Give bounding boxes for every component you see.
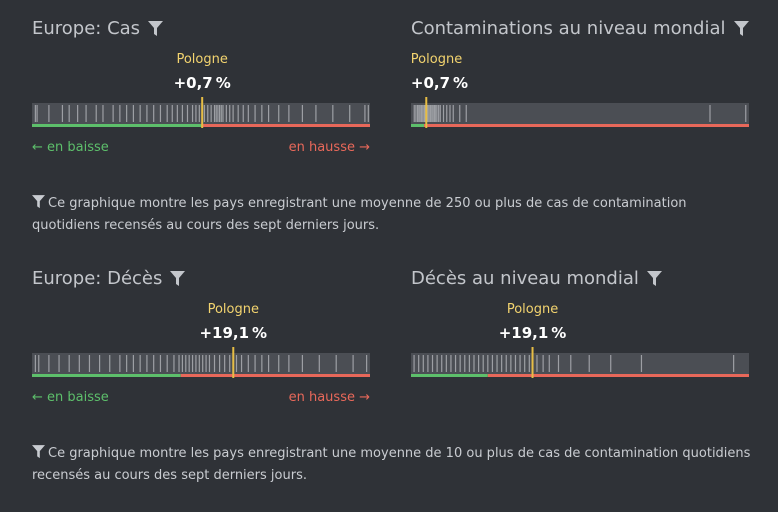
legend-down: ← en baisse <box>32 140 109 155</box>
panel-title-row: Contaminations au niveau mondial <box>411 18 749 39</box>
rising-band <box>201 124 370 127</box>
filter-icon[interactable] <box>646 270 662 287</box>
panel-world-deaths: Décès au niveau mondial Pologne +19,1 % <box>411 268 749 418</box>
filter-icon <box>32 195 45 209</box>
legend-up: en hausse → <box>288 390 370 405</box>
strip-chart <box>411 347 749 379</box>
panel-title: Décès au niveau mondial <box>411 268 639 289</box>
panel-title-row: Décès au niveau mondial <box>411 268 662 289</box>
falling-band <box>411 124 424 127</box>
filter-icon[interactable] <box>170 270 186 287</box>
highlight-value-label: +19,1 % <box>199 324 268 342</box>
strip-track <box>411 103 749 124</box>
legend-up: en hausse → <box>288 140 370 155</box>
strip-track <box>32 353 370 374</box>
filter-icon <box>32 445 45 459</box>
strip-track <box>411 353 749 374</box>
panel-title: Contaminations au niveau mondial <box>411 18 726 39</box>
panel-world-cases: Contaminations au niveau mondial Pologne… <box>411 18 749 168</box>
panel-title-row: Europe: Cas <box>32 18 164 39</box>
falling-band <box>411 374 488 377</box>
falling-band <box>32 374 181 377</box>
highlight-country-label: Pologne <box>410 52 463 67</box>
falling-band <box>32 124 201 127</box>
cases-note: Ce graphique montre les pays enregistran… <box>32 193 752 237</box>
rising-band <box>424 124 749 127</box>
filter-icon[interactable] <box>733 20 749 37</box>
highlight-country-label: Pologne <box>506 302 559 317</box>
panel-title: Europe: Cas <box>32 18 141 39</box>
panel-europe-deaths: Europe: Décès Pologne +19,1 % ← en baiss… <box>32 268 370 418</box>
strip-track <box>32 103 370 124</box>
legend-down: ← en baisse <box>32 390 109 405</box>
cases-note-text: Ce graphique montre les pays enregistran… <box>32 196 687 233</box>
highlight-value-label: +0,7 % <box>173 74 231 92</box>
panel-europe-cases: Europe: Cas Pologne +0,7 % ← en baisse e… <box>32 18 370 168</box>
rising-band <box>487 374 749 377</box>
deaths-note-text: Ce graphique montre les pays enregistran… <box>32 446 751 483</box>
strip-chart <box>411 97 749 129</box>
panel-title-row: Europe: Décès <box>32 268 186 289</box>
highlight-value-label: +19,1 % <box>498 324 567 342</box>
highlight-country-label: Pologne <box>176 52 228 67</box>
rising-band <box>180 374 370 377</box>
filter-icon[interactable] <box>148 20 164 37</box>
highlight-country-label: Pologne <box>207 302 259 317</box>
deaths-note: Ce graphique montre les pays enregistran… <box>32 443 752 487</box>
strip-chart <box>32 97 370 129</box>
panel-title: Europe: Décès <box>32 268 163 289</box>
highlight-value-label: +0,7 % <box>410 74 469 92</box>
strip-chart <box>32 347 370 379</box>
